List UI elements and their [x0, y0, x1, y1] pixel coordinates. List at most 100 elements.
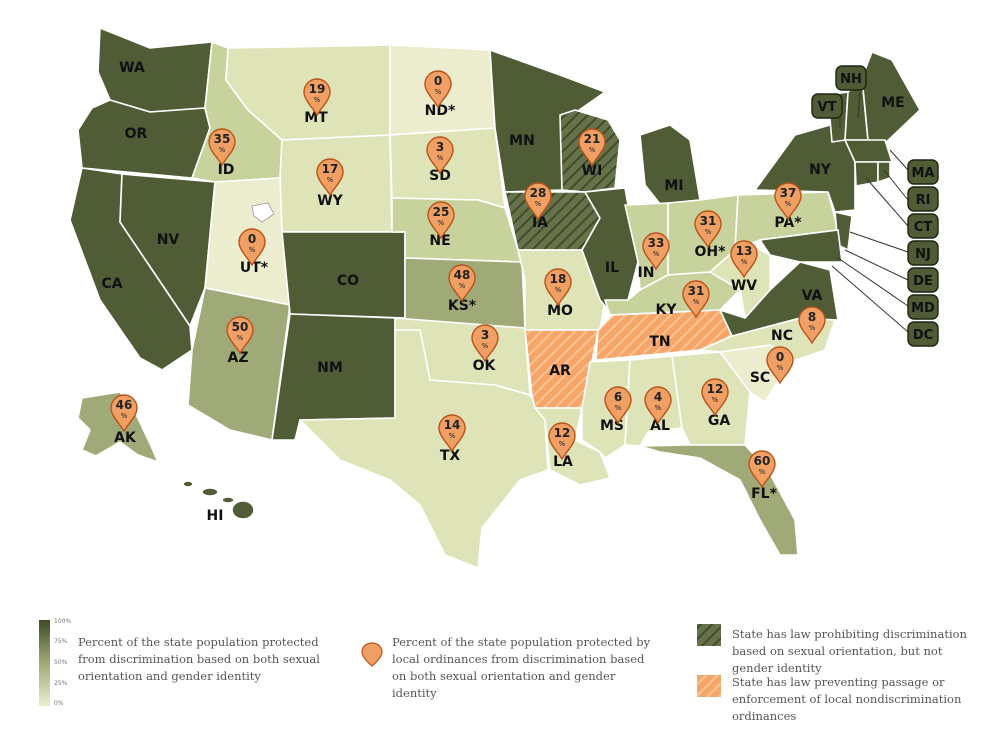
state-HI[interactable] — [182, 480, 255, 520]
ramp-label-25: 25% — [54, 680, 68, 687]
label-KS: KS* — [448, 298, 477, 314]
svg-text:DC: DC — [913, 328, 933, 343]
pin-percent-sign: % — [438, 219, 445, 227]
pin-percent-sign: % — [535, 200, 542, 208]
pin-value: 21 — [584, 132, 601, 146]
pin-sc: 0% — [766, 346, 794, 385]
ramp-label-50: 50% — [54, 659, 68, 666]
label-MI: MI — [664, 178, 683, 194]
pin-value: 0 — [776, 350, 784, 364]
ramp-label-75: 75% — [54, 638, 68, 645]
pin-value: 31 — [688, 284, 705, 298]
label-NV: NV — [157, 232, 180, 248]
pin-wy: 17% — [316, 158, 344, 197]
pin-ms: 6% — [604, 386, 632, 425]
pin-al: 4% — [644, 386, 672, 425]
pin-marker — [694, 210, 722, 249]
state-RI[interactable] — [877, 161, 891, 183]
legend-scale-text: Percent of the state population protecte… — [78, 635, 320, 683]
pin-marker — [642, 232, 670, 271]
pin-value: 25 — [433, 205, 450, 219]
pin-marker — [748, 450, 776, 489]
pin-marker — [208, 128, 236, 167]
pin-percent-sign: % — [712, 396, 719, 404]
pin-fl: 60% — [748, 450, 776, 489]
pin-percent-sign: % — [482, 342, 489, 350]
pin-percent-sign: % — [327, 176, 334, 184]
legend-pin-text: Percent of the state population protecte… — [392, 635, 651, 700]
label-HI: HI — [207, 508, 224, 524]
box-label-RI: RI — [907, 186, 939, 212]
state-WA[interactable] — [97, 27, 213, 113]
pin-value: 46 — [116, 398, 133, 412]
pin-percent-sign: % — [459, 282, 466, 290]
pin-marker — [471, 324, 499, 363]
state-CT[interactable] — [854, 161, 879, 187]
pin-value: 6 — [614, 390, 622, 404]
box-label-CT: CT — [907, 213, 939, 239]
label-IL: IL — [605, 260, 619, 276]
pin-marker — [544, 268, 572, 307]
pin-mt: 19% — [303, 78, 331, 117]
pin-az: 50% — [226, 316, 254, 355]
label-OK: OK — [473, 358, 497, 374]
legend-pin-icon — [361, 642, 383, 667]
pin-ok: 3% — [471, 324, 499, 363]
box-label-MA: MA — [907, 159, 939, 185]
pin-percent-sign: % — [219, 146, 226, 154]
pin-value: 35 — [214, 132, 231, 146]
label-MT: MT — [304, 110, 328, 126]
pin-ia: 28% — [524, 182, 552, 221]
pin-percent-sign: % — [314, 96, 321, 104]
pin-percent-sign: % — [655, 404, 662, 412]
lake-shape — [251, 202, 275, 223]
label-WA: WA — [119, 60, 145, 76]
pin-percent-sign: % — [705, 228, 712, 236]
state-NE[interactable] — [391, 197, 523, 263]
label-CA: CA — [101, 276, 122, 292]
pin-percent-sign: % — [449, 432, 456, 440]
pin-value: 50 — [232, 320, 249, 334]
pin-value: 0 — [248, 232, 256, 246]
state-MA[interactable] — [844, 139, 893, 163]
svg-text:DE: DE — [913, 274, 933, 289]
pin-la: 12% — [548, 422, 576, 461]
state-NV[interactable] — [119, 173, 216, 327]
label-SC: SC — [750, 370, 770, 386]
box-label-MD: MD — [907, 294, 939, 320]
pin-percent-sign: % — [435, 88, 442, 96]
label-NE: NE — [429, 233, 450, 249]
pin-percent-sign: % — [777, 364, 784, 372]
pin-value: 37 — [780, 186, 797, 200]
leader-lines — [831, 91, 909, 333]
pin-nc: 8% — [798, 306, 826, 345]
pin-ga: 12% — [701, 378, 729, 417]
pin-value: 48 — [454, 268, 471, 282]
label-GA: GA — [708, 413, 730, 429]
pin-ut: 0% — [238, 228, 266, 267]
label-AZ: AZ — [228, 350, 249, 366]
label-AL: AL — [650, 418, 670, 434]
pin-value: 3 — [436, 140, 444, 154]
label-WI: WI — [582, 163, 603, 179]
label-ND: ND* — [425, 103, 456, 119]
pin-marker — [730, 240, 758, 279]
legend-color-ramp — [39, 620, 50, 706]
pin-value: 4 — [654, 390, 662, 404]
pin-marker — [644, 386, 672, 425]
label-AK: AK — [114, 430, 137, 446]
pin-percent-sign: % — [559, 440, 566, 448]
state-TX[interactable] — [299, 329, 549, 569]
label-NM: NM — [317, 360, 343, 376]
pin-value: 60 — [754, 454, 771, 468]
legend-green-hatch-swatch — [697, 624, 721, 646]
svg-text:NJ: NJ — [915, 247, 931, 262]
state-MD[interactable] — [759, 229, 843, 263]
label-UT: UT* — [240, 260, 269, 276]
svg-text:MA: MA — [912, 166, 935, 181]
legend-orange-hatch-text: State has law preventing passage or enfo… — [732, 675, 962, 723]
pin-marker — [316, 158, 344, 197]
pin-ne: 25% — [427, 201, 455, 240]
state-IA[interactable] — [504, 191, 601, 251]
svg-text:CT: CT — [914, 220, 933, 235]
